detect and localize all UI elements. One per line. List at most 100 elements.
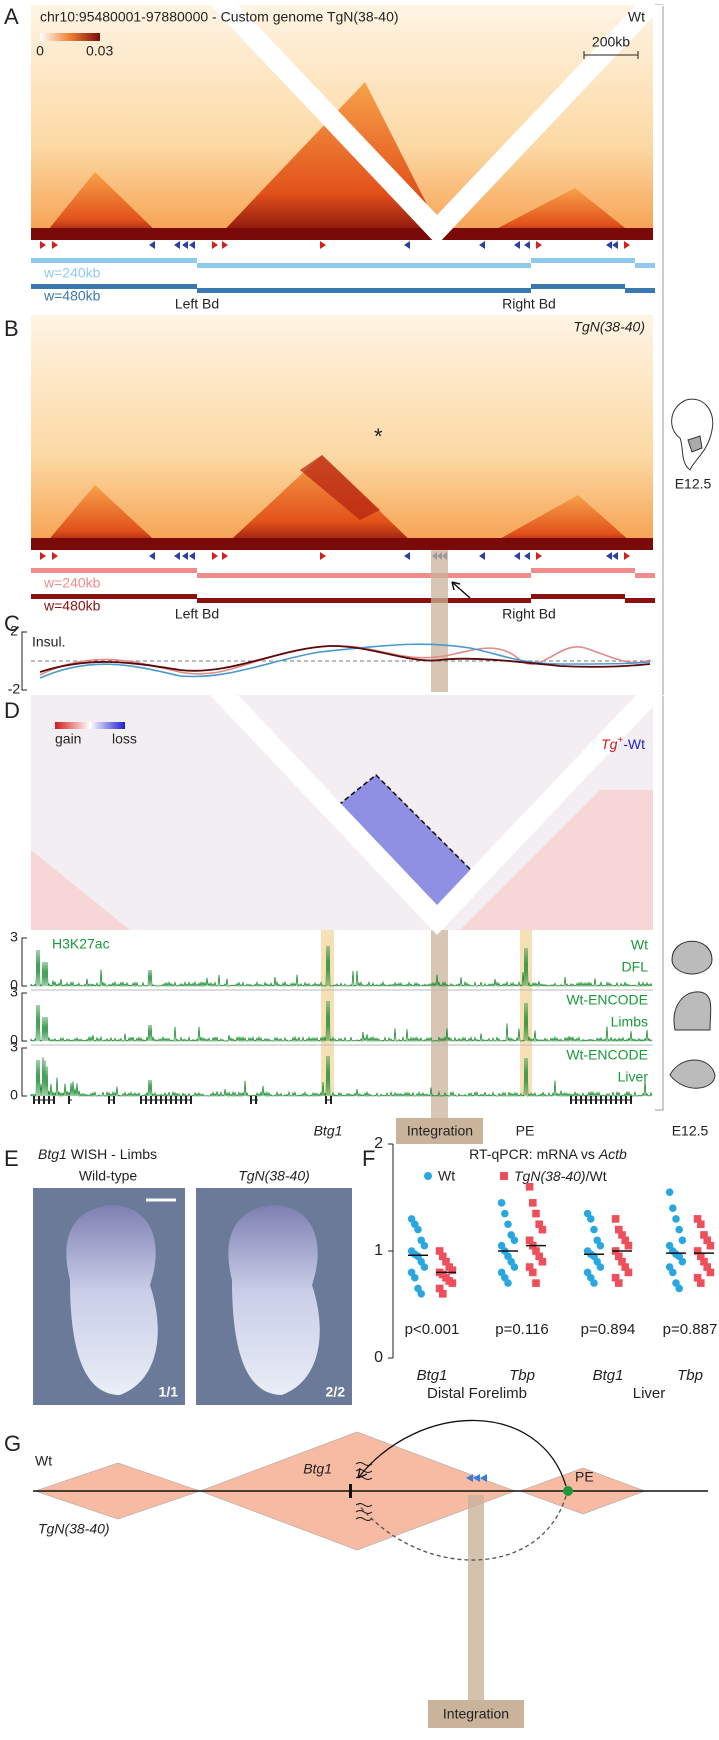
track-label: Insul. — [32, 634, 65, 650]
y-tick-label: 3 — [10, 929, 18, 945]
heatmap-diagonal — [31, 228, 653, 240]
ctcf-site — [514, 552, 520, 560]
data-point — [590, 1279, 598, 1287]
data-point — [678, 1236, 687, 1245]
data-point — [697, 1279, 705, 1287]
heatmap-region — [31, 850, 130, 930]
data-point — [535, 1220, 543, 1229]
exon — [595, 1096, 597, 1104]
ctcf-site — [222, 241, 228, 249]
signal — [30, 1055, 653, 1098]
data-point — [439, 1290, 447, 1298]
gene-mark — [349, 1484, 352, 1498]
data-point — [624, 1268, 633, 1277]
highlight-band — [520, 930, 532, 1095]
arrow — [451, 581, 471, 599]
data-point — [693, 1273, 702, 1282]
exon — [325, 1096, 327, 1104]
ctcf-site — [479, 552, 485, 560]
data-point — [538, 1257, 547, 1266]
title-part: WISH - Limbs — [67, 1146, 157, 1162]
insulation-line — [39, 645, 651, 673]
color-bar-label: 0.03 — [86, 43, 113, 59]
color-bar — [40, 33, 100, 41]
data-point — [621, 1236, 629, 1245]
ctcf-site — [212, 552, 218, 560]
data-point — [621, 1263, 629, 1271]
track-label: Wt-ENCODE — [566, 1047, 648, 1063]
exon — [145, 1096, 147, 1104]
ctcf-site — [606, 552, 612, 560]
comparison-part: Tg — [601, 736, 618, 752]
ctcf-site — [174, 241, 180, 249]
exon — [330, 1096, 332, 1104]
legend-part: /Wt — [586, 1168, 607, 1184]
ctcf-site — [40, 241, 46, 249]
data-point — [596, 1241, 605, 1250]
panel-label: D — [4, 698, 20, 723]
data-point — [678, 1257, 687, 1266]
y-tick-label: 0 — [374, 1349, 383, 1366]
heatmap-region — [326, 775, 481, 918]
y-tick-label: 0 — [10, 977, 18, 993]
boundary-track — [31, 284, 197, 289]
ctcf-site — [189, 241, 195, 249]
gene-label: Btg1 — [303, 1461, 332, 1477]
y-tick-label: 1 — [374, 1242, 383, 1259]
signal — [30, 1000, 653, 1043]
plot: 0 1 2 Wt TgN(38-40)/Wt p<0.001 Btg1 p=0.116 Tbp p… — [374, 1135, 717, 1402]
condition-label: TgN(38-40) — [38, 1521, 110, 1537]
legend-label: loss — [112, 731, 137, 747]
legend-part: TgN(38-40) — [514, 1168, 586, 1184]
ctcf-site — [624, 241, 630, 249]
data-point — [618, 1257, 626, 1266]
data-point — [590, 1225, 598, 1234]
track-axis — [21, 1047, 27, 1097]
exon — [630, 1096, 632, 1104]
comparison-label: Tg+-Wt — [601, 735, 645, 752]
exon — [33, 1096, 35, 1104]
asterisk: * — [374, 424, 383, 449]
y-tick-label: 0 — [10, 1032, 18, 1048]
condition-label: TgN(38-40) — [573, 319, 645, 335]
ctcf-site — [174, 552, 180, 560]
data-point — [414, 1225, 422, 1234]
data-point — [596, 1263, 605, 1271]
data-point — [615, 1225, 623, 1234]
boundary-track — [31, 568, 197, 573]
data-point — [532, 1209, 540, 1218]
exon — [185, 1096, 187, 1104]
embryo-icon — [671, 398, 714, 471]
track-label: Limbs — [611, 1014, 648, 1030]
p-value: p=0.887 — [663, 1321, 718, 1338]
legend-label: Wt — [438, 1168, 455, 1184]
enhancer-mark — [563, 1486, 573, 1496]
stage-label: E12.5 — [675, 476, 712, 492]
data-point — [665, 1188, 674, 1196]
data-point — [618, 1231, 626, 1239]
chart-title: RT-qPCR: mRNA vs Actb — [469, 1146, 627, 1162]
data-point — [442, 1257, 450, 1266]
ctcf-site — [182, 552, 188, 560]
ctcf-site — [40, 552, 46, 560]
boundary-track — [625, 598, 655, 603]
heatmap-b — [31, 315, 653, 550]
boundary-track — [197, 598, 531, 603]
ctcf-site — [212, 241, 218, 249]
ctcf-site — [536, 241, 542, 249]
arrowhead — [357, 1467, 368, 1479]
y-tick-label: 2 — [10, 623, 18, 639]
exon — [250, 1096, 252, 1104]
boundary-track — [197, 288, 531, 293]
panel-label: A — [4, 4, 19, 29]
ctcf-site — [514, 241, 520, 249]
count-label: 2/2 — [326, 1384, 346, 1400]
data-point — [675, 1284, 683, 1293]
heatmap-peak — [40, 172, 165, 240]
heatmap-cut — [210, 5, 664, 245]
condition-label: Wt — [628, 9, 645, 25]
ctcf-site — [320, 552, 326, 560]
exon — [190, 1096, 192, 1104]
data-point — [501, 1209, 509, 1218]
exon — [625, 1096, 627, 1104]
